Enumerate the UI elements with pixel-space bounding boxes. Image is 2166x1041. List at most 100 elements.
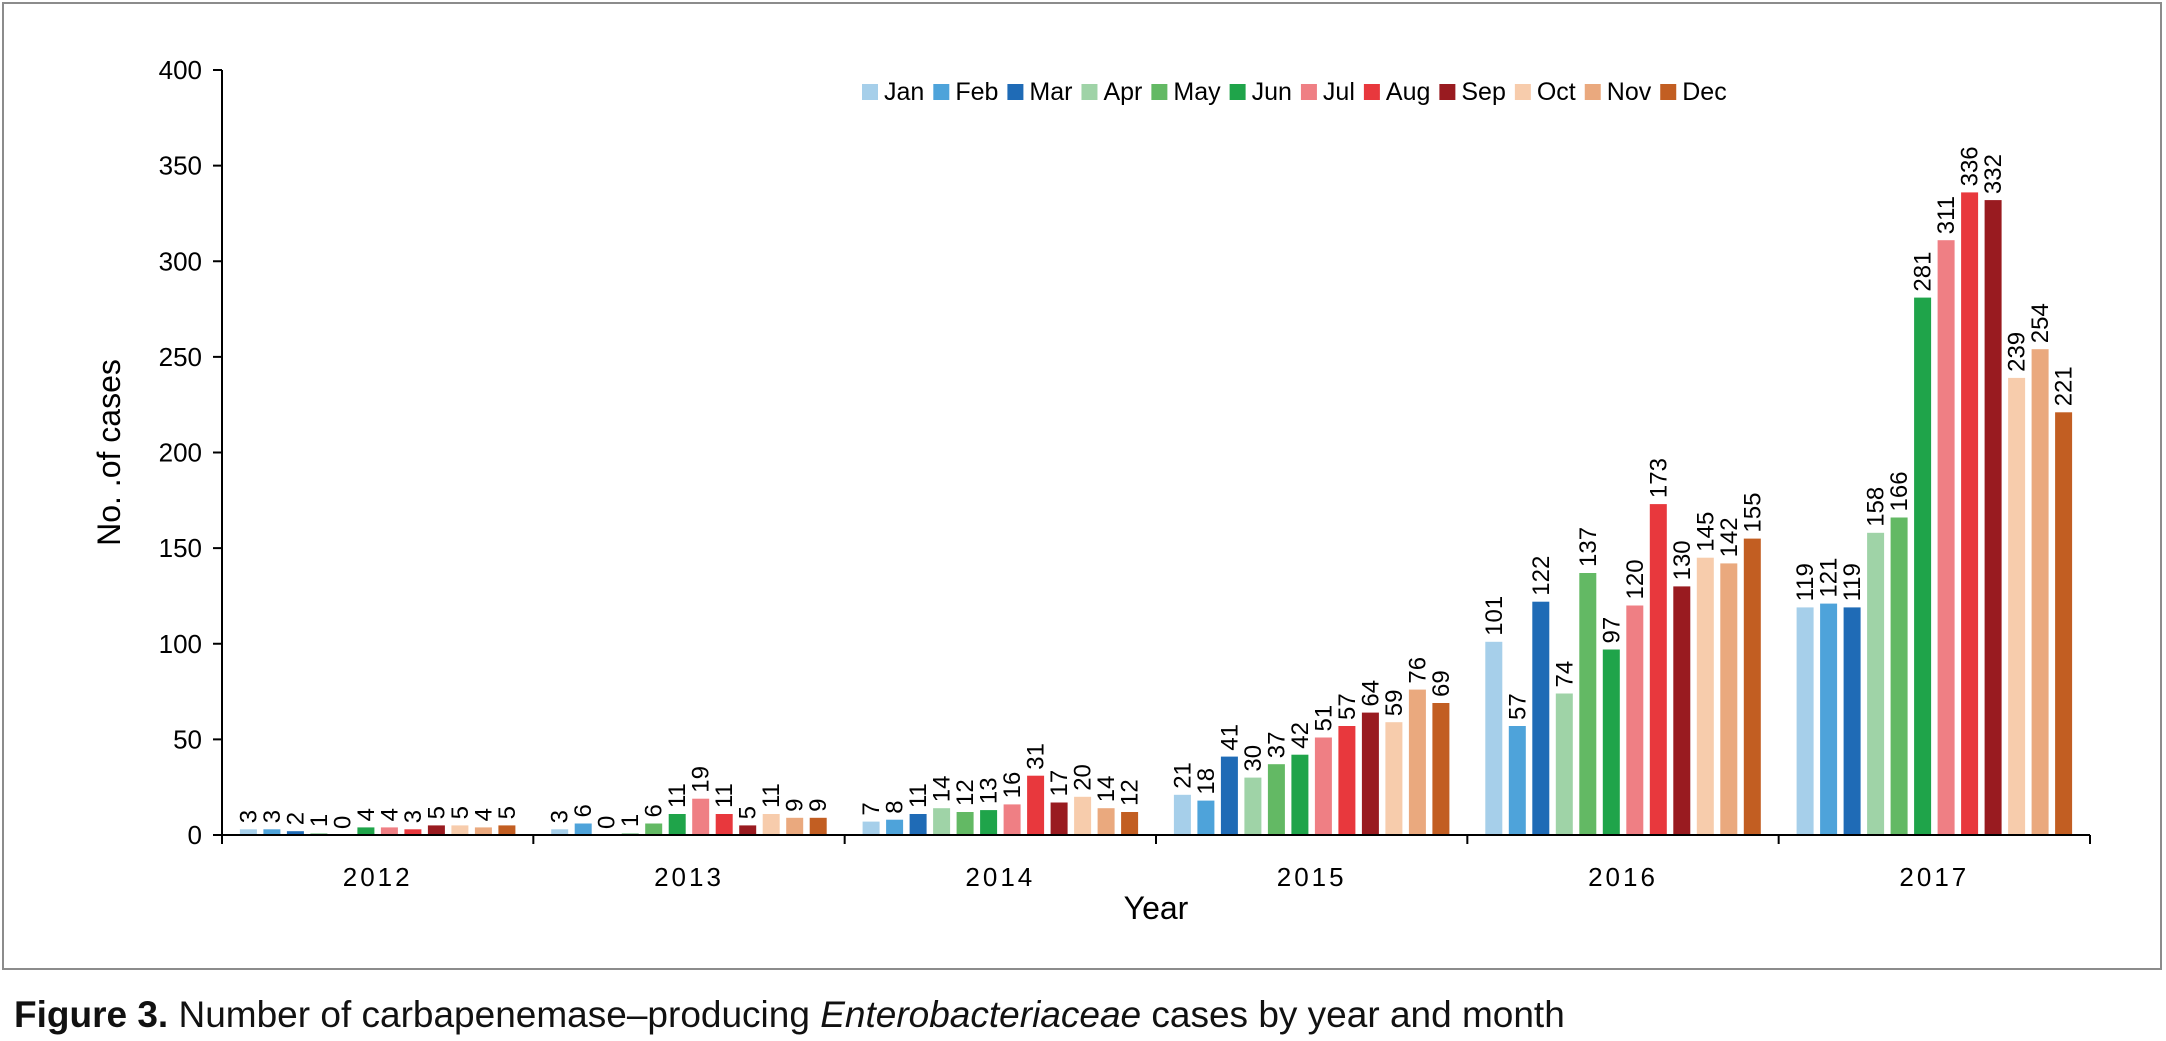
data-label-2014-nov: 14 [1093, 775, 1120, 802]
bar-2014-sep [1050, 802, 1068, 835]
data-label-2016-jul: 120 [1622, 559, 1649, 599]
legend-label-apr: Apr [1103, 78, 1142, 106]
data-label-2016-oct: 145 [1692, 512, 1719, 552]
legend-label-may: May [1173, 78, 1221, 106]
data-label-2012-nov: 4 [470, 808, 497, 821]
data-label-2012-jan: 3 [235, 810, 262, 823]
bar-2016-aug [1649, 504, 1667, 835]
bar-2014-aug [1027, 775, 1045, 835]
bar-2015-sep [1361, 712, 1379, 835]
data-label-2016-mar: 122 [1528, 556, 1555, 596]
legend-swatch-nov [1584, 84, 1601, 100]
data-label-2015-jan: 21 [1169, 762, 1196, 789]
data-label-2014-apr: 14 [929, 775, 956, 802]
data-label-2013-jan: 3 [547, 810, 574, 823]
legend-swatch-may [1151, 84, 1168, 100]
data-label-2012-mar: 2 [282, 812, 309, 825]
y-tick-label: 300 [159, 246, 202, 276]
figure-frame: 3 3 2 1 0 4 4 3 5 5 4 5 3 6 0 1 6 11 19 11 5 11 9 9 7 8 11 14 12 13 16… [2, 2, 2162, 970]
data-label-2016-aug: 173 [1645, 458, 1672, 498]
data-label-2014-jul: 16 [999, 772, 1026, 799]
data-label-2012-sep: 5 [423, 806, 450, 819]
legend-label-oct: Oct [1537, 78, 1576, 106]
y-tick-label: 200 [159, 438, 202, 468]
legend-label-aug: Aug [1386, 78, 1430, 106]
y-tick-label: 50 [173, 724, 202, 754]
data-label-2013-nov: 9 [782, 798, 809, 811]
bar-2017-dec [2055, 412, 2073, 835]
bar-2013-aug [715, 814, 733, 835]
data-label-2012-may: 0 [329, 816, 356, 829]
bar-2014-mar [909, 814, 927, 835]
bar-2012-sep [427, 825, 445, 835]
bar-2016-may [1579, 573, 1597, 835]
data-label-2016-apr: 74 [1551, 661, 1578, 688]
figure-number: Figure 3. [14, 994, 169, 1035]
bar-2017-nov [2031, 349, 2049, 835]
bar-2017-sep [1984, 200, 2002, 836]
figure-caption: Figure 3. Number of carbapenemase–produc… [14, 994, 1565, 1036]
data-label-2016-jan: 101 [1481, 596, 1508, 636]
bar-2014-jun [980, 810, 998, 835]
data-label-2012-feb: 3 [259, 810, 286, 823]
legend-swatch-oct [1514, 84, 1531, 100]
bar-2016-jan [1485, 641, 1503, 835]
data-label-2013-sep: 5 [735, 806, 762, 819]
data-label-2016-sep: 130 [1669, 540, 1696, 580]
data-label-2015-mar: 41 [1216, 724, 1243, 751]
x-axis-title: Year [1124, 890, 1189, 926]
bar-2015-oct [1385, 722, 1403, 835]
bar-2016-sep [1673, 586, 1691, 835]
bar-2014-dec [1121, 812, 1139, 835]
data-label-2016-dec: 155 [1739, 493, 1766, 533]
y-tick-label: 0 [188, 820, 202, 850]
data-label-2012-apr: 1 [306, 814, 333, 827]
data-label-2016-may: 137 [1575, 527, 1602, 567]
legend-swatch-sep [1439, 84, 1456, 100]
data-label-2012-oct: 5 [447, 806, 474, 819]
data-label-2017-oct: 239 [2004, 332, 2031, 372]
legend-label-nov: Nov [1607, 78, 1652, 106]
data-label-2014-feb: 8 [882, 800, 909, 813]
bar-2016-apr [1555, 693, 1573, 835]
bar-2016-feb [1508, 726, 1526, 835]
bar-2017-aug [1961, 192, 1979, 835]
bar-2012-aug [404, 829, 422, 835]
bar-2017-apr [1867, 532, 1885, 835]
data-label-2013-jun: 11 [664, 783, 691, 808]
y-tick-label: 250 [159, 342, 202, 372]
data-label-2015-dec: 69 [1428, 670, 1455, 697]
chart-legend: Jan Feb Mar Apr May Jun Jul Aug Sep Oct Nov Dec [862, 78, 1727, 106]
data-label-2017-jun: 281 [1910, 252, 1937, 292]
data-label-2016-jun: 97 [1598, 617, 1625, 644]
data-label-2017-nov: 254 [2027, 303, 2054, 343]
data-label-2013-jul: 19 [688, 766, 715, 793]
bar-2012-jun [357, 827, 375, 835]
bar-2013-feb [574, 823, 592, 835]
legend-label-feb: Feb [955, 78, 998, 106]
bar-2012-nov [474, 827, 492, 835]
bar-2012-mar [286, 831, 304, 835]
bar-2017-jul [1937, 240, 1955, 835]
bar-2015-dec [1432, 703, 1450, 835]
data-label-2017-sep: 332 [1980, 154, 2007, 194]
bar-2016-jul [1626, 605, 1644, 835]
data-label-2013-oct: 11 [758, 783, 785, 808]
bar-2017-may [1890, 517, 1908, 835]
data-label-2016-feb: 57 [1504, 693, 1531, 720]
data-label-2013-mar: 0 [594, 816, 621, 829]
bar-2015-mar [1220, 756, 1238, 835]
caption-text-end: cases by year and month [1151, 994, 1565, 1035]
bar-2013-jun [668, 814, 686, 835]
bar-2015-jun [1291, 754, 1309, 835]
y-tick-label: 400 [159, 55, 202, 85]
bar-2015-jan [1173, 794, 1191, 835]
bar-2014-nov [1097, 808, 1115, 835]
bar-2015-feb [1197, 800, 1215, 835]
y-tick-label: 100 [159, 629, 202, 659]
data-label-2014-dec: 12 [1117, 779, 1144, 806]
x-tick-label: 2015 [1277, 862, 1347, 892]
bar-2017-jan [1796, 607, 1814, 835]
bar-2013-jul [692, 798, 710, 835]
